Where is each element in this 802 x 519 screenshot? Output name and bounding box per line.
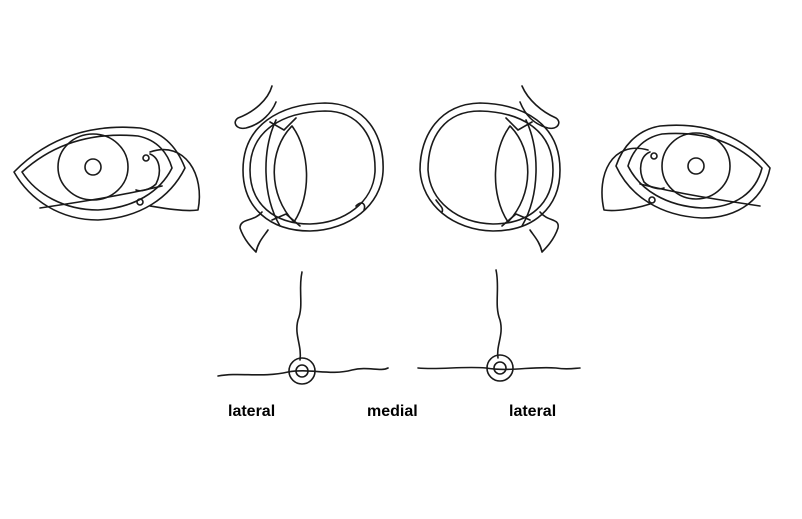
- right-eye-pupil: [687, 157, 705, 175]
- right-optic-nerve: [417, 269, 581, 382]
- left-eye-pupil: [84, 158, 102, 176]
- left-eye-nose-curve: [149, 149, 201, 212]
- left-globe-outer: [242, 102, 384, 232]
- right-lower-lid-flap: [529, 211, 559, 253]
- right-nerve-line: [495, 269, 502, 359]
- left-optic-cup: [295, 364, 309, 378]
- left-retina-line: [217, 367, 389, 377]
- right-eye-iris: [661, 132, 731, 200]
- right-ciliary-top: [505, 117, 533, 131]
- right-eyeball-section: [419, 85, 561, 253]
- right-external-eye: [601, 124, 771, 219]
- left-optic-nerve: [217, 271, 389, 385]
- left-eye-outer-lid: [13, 126, 186, 221]
- right-retina-line: [417, 366, 581, 371]
- left-nerve-line: [296, 271, 303, 361]
- right-globe-outer: [419, 102, 561, 232]
- left-eye-inner-lid: [21, 134, 173, 211]
- right-ciliary-bottom: [501, 213, 531, 227]
- right-eye-outer-lid: [615, 124, 771, 219]
- left-eye-iris: [57, 133, 129, 201]
- left-eye-caruncle: [135, 153, 161, 192]
- left-ciliary-bottom: [271, 213, 301, 227]
- label-lateral-right: lateral: [509, 403, 557, 420]
- left-eye-punctum-upper: [142, 154, 150, 162]
- right-globe-inner: [427, 110, 554, 225]
- right-eye-caruncle: [639, 151, 665, 190]
- right-optic-disc: [486, 354, 514, 382]
- right-eye-punctum-upper: [650, 152, 658, 160]
- right-anterior-segment: [521, 119, 537, 227]
- right-lens: [494, 125, 529, 223]
- left-ciliary-top: [269, 117, 297, 131]
- left-lens: [273, 125, 308, 223]
- right-eye-nose-curve: [601, 147, 651, 212]
- right-upper-lid-flap: [519, 85, 560, 130]
- label-lateral-left: lateral: [228, 403, 276, 420]
- right-optic-feature: [435, 199, 444, 213]
- left-optic-feature: [355, 202, 366, 211]
- left-eyeball-section: [234, 85, 384, 253]
- right-eye-inner-lid: [627, 132, 763, 209]
- left-lower-lid-flap: [239, 211, 269, 253]
- right-eye-punctum-lower: [648, 196, 656, 204]
- label-medial: medial: [367, 403, 418, 420]
- left-anterior-segment: [265, 119, 281, 227]
- left-optic-disc: [288, 357, 316, 385]
- left-external-eye: [13, 126, 201, 221]
- left-upper-lid-flap: [234, 85, 277, 130]
- left-eye-punctum-lower: [136, 198, 144, 206]
- left-globe-inner: [249, 110, 376, 225]
- right-eye-lower-crease: [639, 183, 761, 207]
- right-optic-cup: [493, 361, 507, 375]
